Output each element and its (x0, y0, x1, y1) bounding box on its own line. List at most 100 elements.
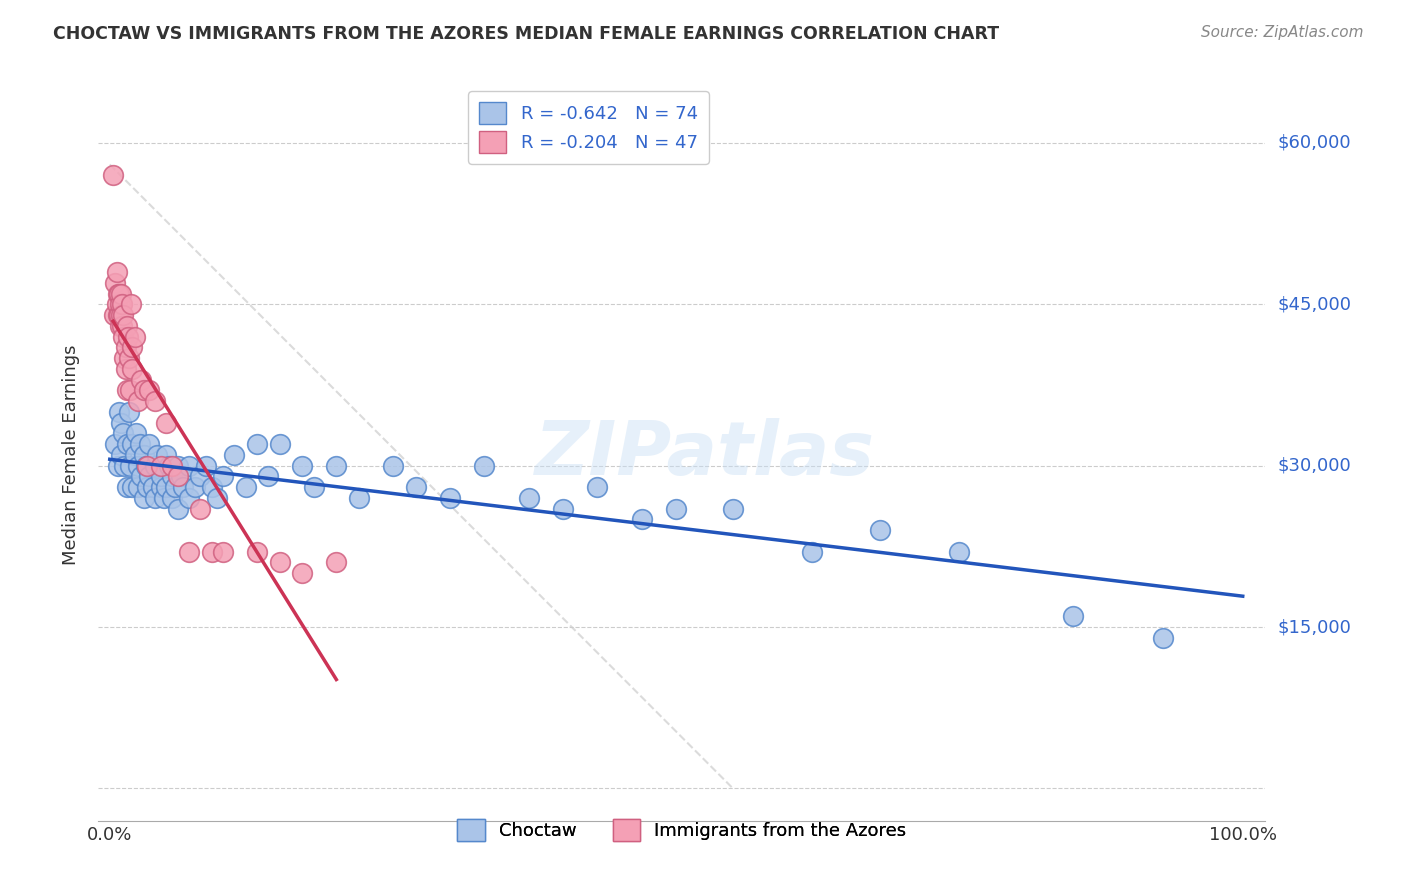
Point (269, 556, 291, 570)
Point (212, 469, 235, 483)
Point (212, 545, 235, 559)
Point (132, 448, 155, 462)
Point (155, 480, 177, 494)
Point (146, 448, 169, 462)
Point (235, 480, 257, 494)
Point (108, 308, 131, 322)
Point (135, 458, 157, 473)
Point (132, 491, 155, 505)
Point (142, 480, 165, 494)
Point (121, 437, 143, 451)
Point (246, 437, 269, 451)
Point (118, 405, 141, 419)
Point (143, 394, 166, 409)
Point (121, 480, 143, 494)
Point (166, 469, 188, 483)
Point (114, 351, 136, 365)
Point (118, 351, 141, 365)
Point (101, 168, 124, 182)
Text: $60,000: $60,000 (1277, 134, 1351, 152)
Point (114, 340, 136, 354)
Point (551, 501, 574, 516)
Point (136, 458, 159, 473)
Point (108, 286, 131, 301)
Point (291, 458, 314, 473)
Text: $15,000: $15,000 (1277, 618, 1351, 636)
Point (439, 491, 461, 505)
Point (107, 308, 129, 322)
Point (114, 458, 136, 473)
Point (132, 384, 155, 398)
Point (108, 405, 131, 419)
Point (107, 286, 129, 301)
Point (631, 512, 654, 526)
Point (405, 480, 427, 494)
Point (149, 469, 172, 483)
Text: $45,000: $45,000 (1277, 295, 1351, 313)
Point (112, 426, 135, 441)
Point (110, 448, 132, 462)
Point (120, 297, 142, 311)
Point (103, 308, 125, 322)
Point (160, 469, 183, 483)
Point (195, 458, 218, 473)
Point (291, 566, 314, 581)
Point (517, 491, 540, 505)
Point (382, 458, 405, 473)
Point (302, 480, 325, 494)
Point (110, 286, 132, 301)
Legend: Choctaw, Immigrants from the Azores: Choctaw, Immigrants from the Azores (447, 808, 917, 852)
Point (110, 416, 132, 430)
Point (177, 458, 200, 473)
Point (201, 480, 224, 494)
Text: ZIPatlas: ZIPatlas (536, 418, 876, 491)
Point (121, 340, 143, 354)
Point (869, 523, 891, 537)
Point (160, 491, 183, 505)
Y-axis label: Median Female Earnings: Median Female Earnings (62, 344, 80, 566)
Point (157, 458, 180, 473)
Point (190, 501, 212, 516)
Point (124, 448, 146, 462)
Point (115, 384, 138, 398)
Text: CHOCTAW VS IMMIGRANTS FROM THE AZORES MEDIAN FEMALE EARNINGS CORRELATION CHART: CHOCTAW VS IMMIGRANTS FROM THE AZORES ME… (53, 25, 1000, 43)
Point (665, 501, 688, 516)
Point (472, 458, 495, 473)
Point (269, 437, 291, 451)
Point (121, 362, 143, 376)
Point (114, 362, 136, 376)
Point (112, 308, 135, 322)
Point (177, 491, 200, 505)
Point (125, 426, 148, 441)
Point (347, 491, 370, 505)
Point (131, 373, 153, 387)
Point (108, 297, 131, 311)
Point (207, 491, 229, 505)
Point (111, 297, 134, 311)
Point (143, 458, 166, 473)
Point (201, 545, 224, 559)
Text: Source: ZipAtlas.com: Source: ZipAtlas.com (1201, 25, 1364, 40)
Point (115, 480, 138, 494)
Point (127, 394, 149, 409)
Point (153, 491, 176, 505)
Point (136, 480, 159, 494)
Point (948, 545, 970, 559)
Point (1062, 609, 1084, 624)
Point (112, 329, 135, 343)
Point (138, 469, 160, 483)
Point (120, 384, 142, 398)
Point (149, 458, 172, 473)
Text: $30,000: $30,000 (1277, 457, 1351, 475)
Point (117, 329, 139, 343)
Point (111, 318, 134, 333)
Point (143, 491, 166, 505)
Point (165, 480, 187, 494)
Point (721, 501, 744, 516)
Point (138, 384, 160, 398)
Point (105, 265, 128, 279)
Point (127, 480, 149, 494)
Point (801, 545, 824, 559)
Point (177, 545, 200, 559)
Point (190, 469, 212, 483)
